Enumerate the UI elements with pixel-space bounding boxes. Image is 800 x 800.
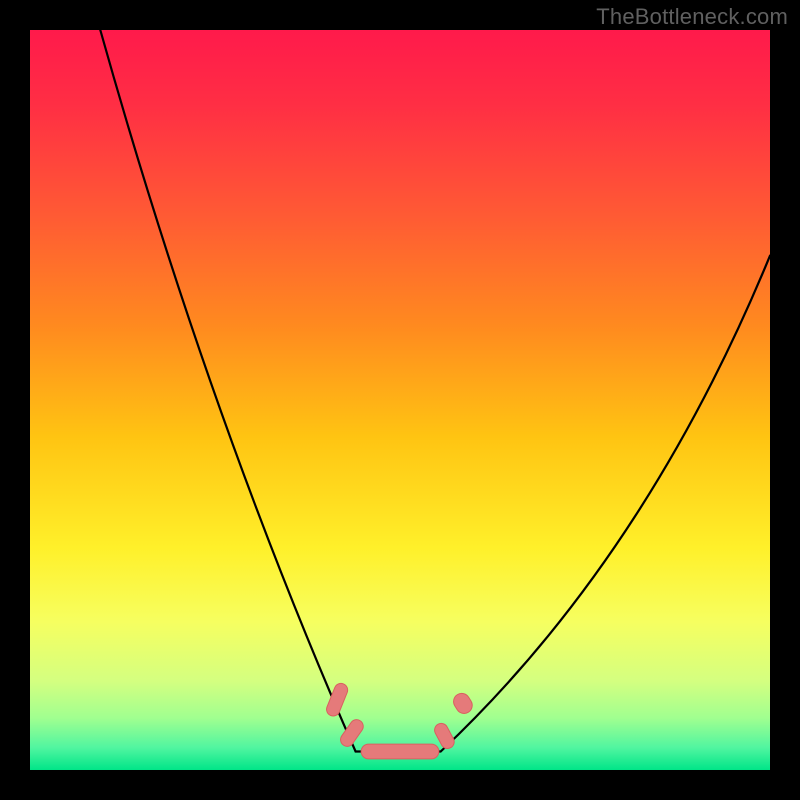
chart-svg <box>0 0 800 800</box>
valley-marker <box>361 744 439 759</box>
watermark-text: TheBottleneck.com <box>596 4 788 30</box>
chart-stage: TheBottleneck.com <box>0 0 800 800</box>
